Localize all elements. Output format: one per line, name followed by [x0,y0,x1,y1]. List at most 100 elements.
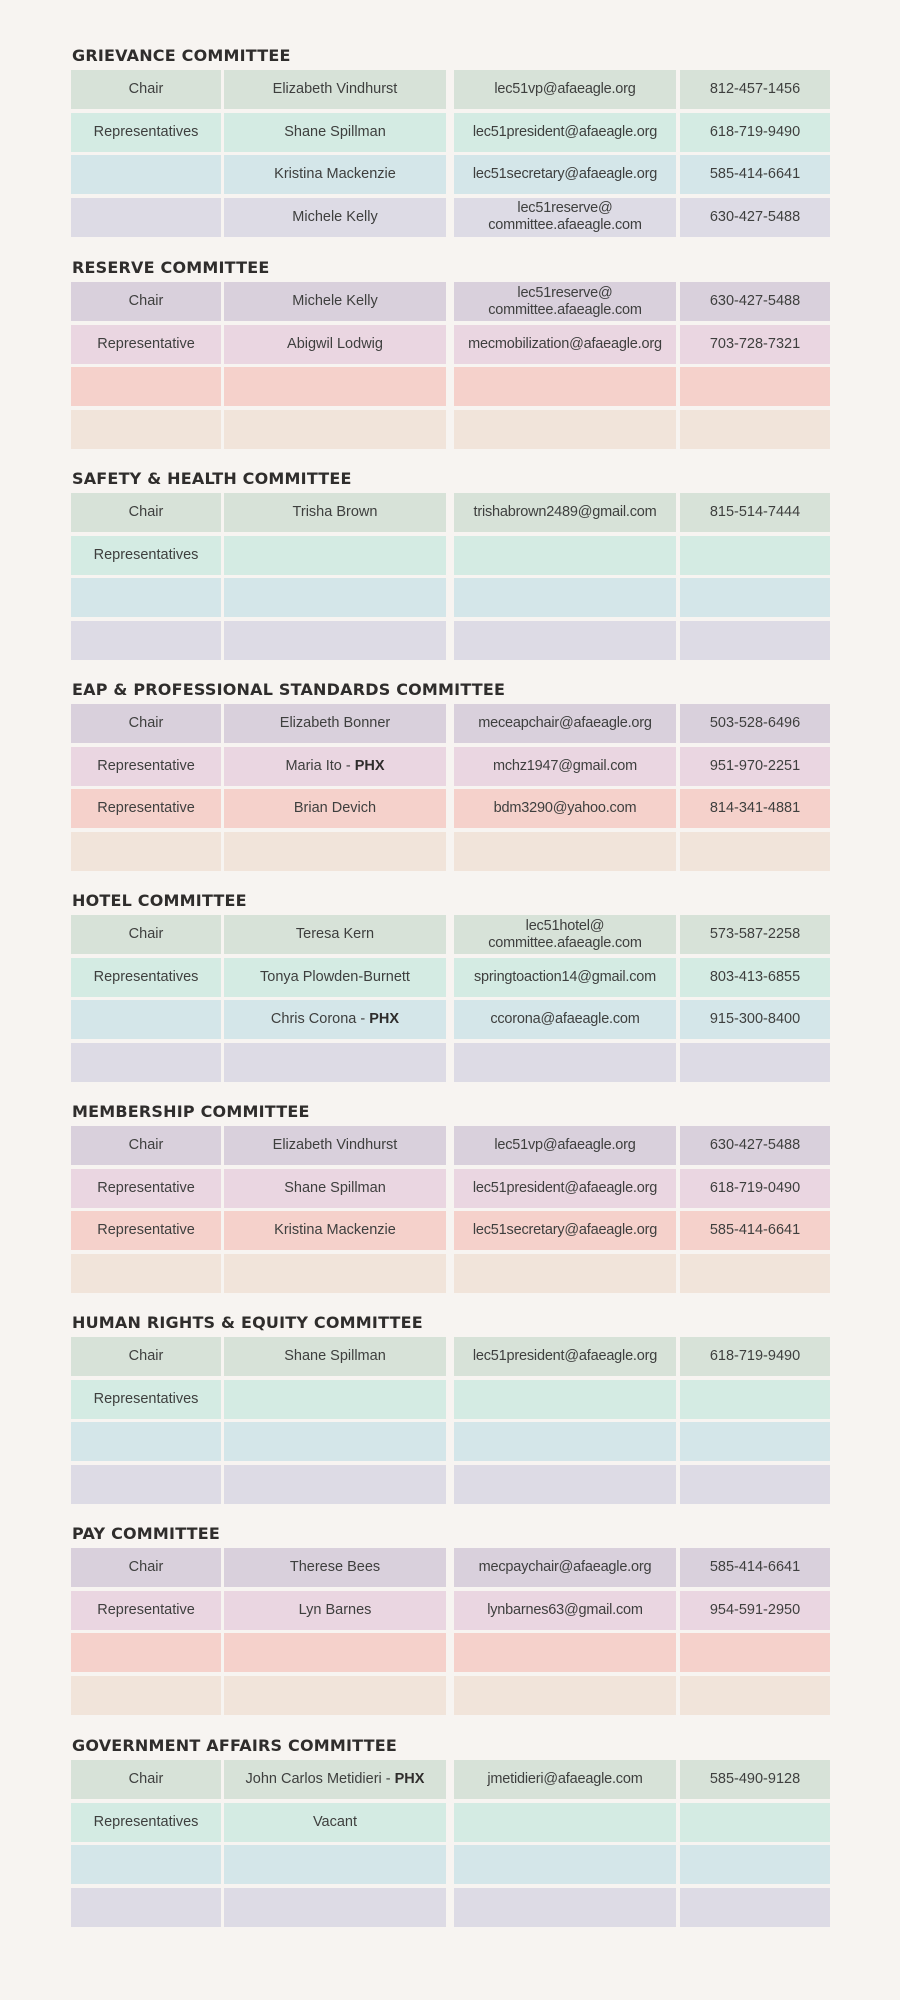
email-link[interactable]: jmetidieri@afaeagle.com [487,1771,643,1787]
email-link[interactable]: lec51hotel@ committee.afaeagle.com [488,917,642,951]
email-link[interactable]: lynbarnes63@gmail.com [487,1601,643,1618]
email-cell [454,1633,676,1672]
email-link[interactable]: mchz1947@gmail.com [492,757,638,774]
phone-number[interactable]: 618-719-9490 [709,123,801,140]
role-cell [71,1845,221,1884]
email-link[interactable]: ccorona@afaeagle.com [490,1011,640,1027]
phone-number[interactable]: 573-587-2258 [709,926,801,942]
role-label: Chair [128,1348,164,1364]
email-cell [454,1464,676,1504]
phone-number[interactable]: 630-427-5488 [709,293,801,309]
committee-title: HUMAN RIGHTS & EQUITY COMMITTEE [72,1313,423,1332]
email-link[interactable]: trishabrown2489@gmail.com [473,504,657,520]
email-link[interactable]: lec51secretary@afaeagle.org [472,166,658,182]
phone-number[interactable]: 618-719-0490 [709,1179,801,1196]
table-row: Representative Shane Spillman lec51presi… [71,1168,830,1208]
phone-number[interactable]: 815-514-7444 [709,504,801,520]
phone-number[interactable]: 503-528-6496 [709,715,801,731]
table-row: Chair Shane Spillman lec51president@afae… [71,1337,830,1376]
email-link[interactable]: lec51president@afaeagle.org [472,1179,658,1196]
phone-number[interactable]: 812-457-1456 [709,81,801,97]
table-row: Representative Maria Ito - PHX mchz1947@… [71,746,830,786]
email-cell: ccorona@afaeagle.com [454,1000,676,1039]
member-name: Michele Kelly [292,293,378,309]
role-cell: Chair [71,70,221,109]
member-name: Elizabeth Vindhurst [272,1137,398,1153]
role-cell: Representative [71,789,221,828]
role-label: Chair [128,1137,164,1153]
committee-section: GRIEVANCE COMMITTEE Chair Elizabeth Vind… [71,44,830,240]
committee-table: Chair Michele Kelly lec51reserve@ committ… [71,282,830,449]
email-link[interactable]: springtoaction14@gmail.com [474,968,656,985]
name-cell: Kristina Mackenzie [224,1211,446,1250]
member-name: Maria Ito - PHX [285,757,385,774]
role-cell: Representative [71,1211,221,1250]
email-link[interactable]: lec51reserve@ committee.afaeagle.com [488,284,642,318]
phone-number[interactable]: 703-728-7321 [709,335,801,352]
member-name: Chris Corona - PHX [270,1011,400,1027]
email-link[interactable]: lec51vp@afaeagle.org [494,81,636,97]
phone-number[interactable]: 630-427-5488 [709,1137,801,1153]
email-cell [454,535,676,575]
table-row [71,1633,830,1672]
committee-title: GRIEVANCE COMMITTEE [72,46,291,65]
email-cell: bdm3290@yahoo.com [454,789,676,828]
phone-number[interactable]: 585-414-6641 [709,1222,801,1238]
role-cell: Chair [71,282,221,321]
email-link[interactable]: lec51secretary@afaeagle.org [472,1222,658,1238]
email-link[interactable]: lec51president@afaeagle.org [472,1348,658,1364]
role-cell: Representatives [71,1802,221,1842]
table-row: Chair Trisha Brown trishabrown2489@gmail… [71,493,830,532]
role-cell: Chair [71,1337,221,1376]
phone-number[interactable]: 585-490-9128 [709,1771,801,1787]
name-cell [224,620,446,660]
phone-number[interactable]: 630-427-5488 [709,208,801,225]
table-row [71,1422,830,1461]
email-link[interactable]: mecmobilization@afaeagle.org [468,335,662,352]
role-cell [71,197,221,237]
phone-cell: 618-719-9490 [680,1337,830,1376]
table-row [71,367,830,406]
phone-number[interactable]: 814-341-4881 [709,800,801,816]
table-row: Chair Elizabeth Vindhurst lec51vp@afaeag… [71,70,830,109]
phone-cell: 585-414-6641 [680,155,830,194]
committee-table: Chair John Carlos Metidieri - PHX jmetid… [71,1760,830,1927]
role-label: Chair [128,293,164,309]
name-cell [224,1379,446,1419]
committee-section: MEMBERSHIP COMMITTEE Chair Elizabeth Vin… [71,1100,830,1296]
phone-number[interactable]: 915-300-8400 [709,1011,801,1027]
email-link[interactable]: bdm3290@yahoo.com [493,800,637,816]
email-link[interactable]: lec51vp@afaeagle.org [494,1137,636,1153]
member-name: Shane Spillman [284,1179,386,1196]
phone-number[interactable]: 951-970-2251 [709,757,801,774]
name-cell: Shane Spillman [224,1337,446,1376]
role-cell: Chair [71,1760,221,1799]
role-label: Chair [128,1559,164,1575]
name-cell: Shane Spillman [224,1168,446,1208]
phone-number[interactable]: 954-591-2950 [709,1601,801,1618]
email-link[interactable]: meceapchair@afaeagle.org [478,715,652,731]
email-cell: mchz1947@gmail.com [454,746,676,786]
phone-cell: 618-719-0490 [680,1168,830,1208]
phone-number[interactable]: 618-719-9490 [709,1348,801,1364]
committee-table: Chair Elizabeth Bonner meceapchair@afaea… [71,704,830,871]
email-cell: jmetidieri@afaeagle.com [454,1760,676,1799]
committee-table: Chair Trisha Brown trishabrown2489@gmail… [71,493,830,660]
name-cell: Elizabeth Bonner [224,704,446,743]
role-label: Representative [97,800,195,816]
email-link[interactable]: lec51president@afaeagle.org [472,123,658,140]
phone-cell: 618-719-9490 [680,112,830,152]
email-cell [454,367,676,406]
email-link[interactable]: mecpaychair@afaeagle.org [478,1559,652,1575]
phone-number[interactable]: 585-414-6641 [709,1559,801,1575]
role-label: Representatives [93,968,199,985]
email-link[interactable]: lec51reserve@ committee.afaeagle.com [488,200,642,233]
role-cell: Chair [71,915,221,954]
table-row: Chair Therese Bees mecpaychair@afaeagle.… [71,1548,830,1587]
member-name: Vacant [312,1813,358,1830]
committee-section: EAP & PROFESSIONAL STANDARDS COMMITTEE C… [71,678,830,874]
table-row [71,831,830,871]
phone-number[interactable]: 803-413-6855 [709,968,801,985]
phone-number[interactable]: 585-414-6641 [709,166,801,182]
email-cell [454,1675,676,1715]
